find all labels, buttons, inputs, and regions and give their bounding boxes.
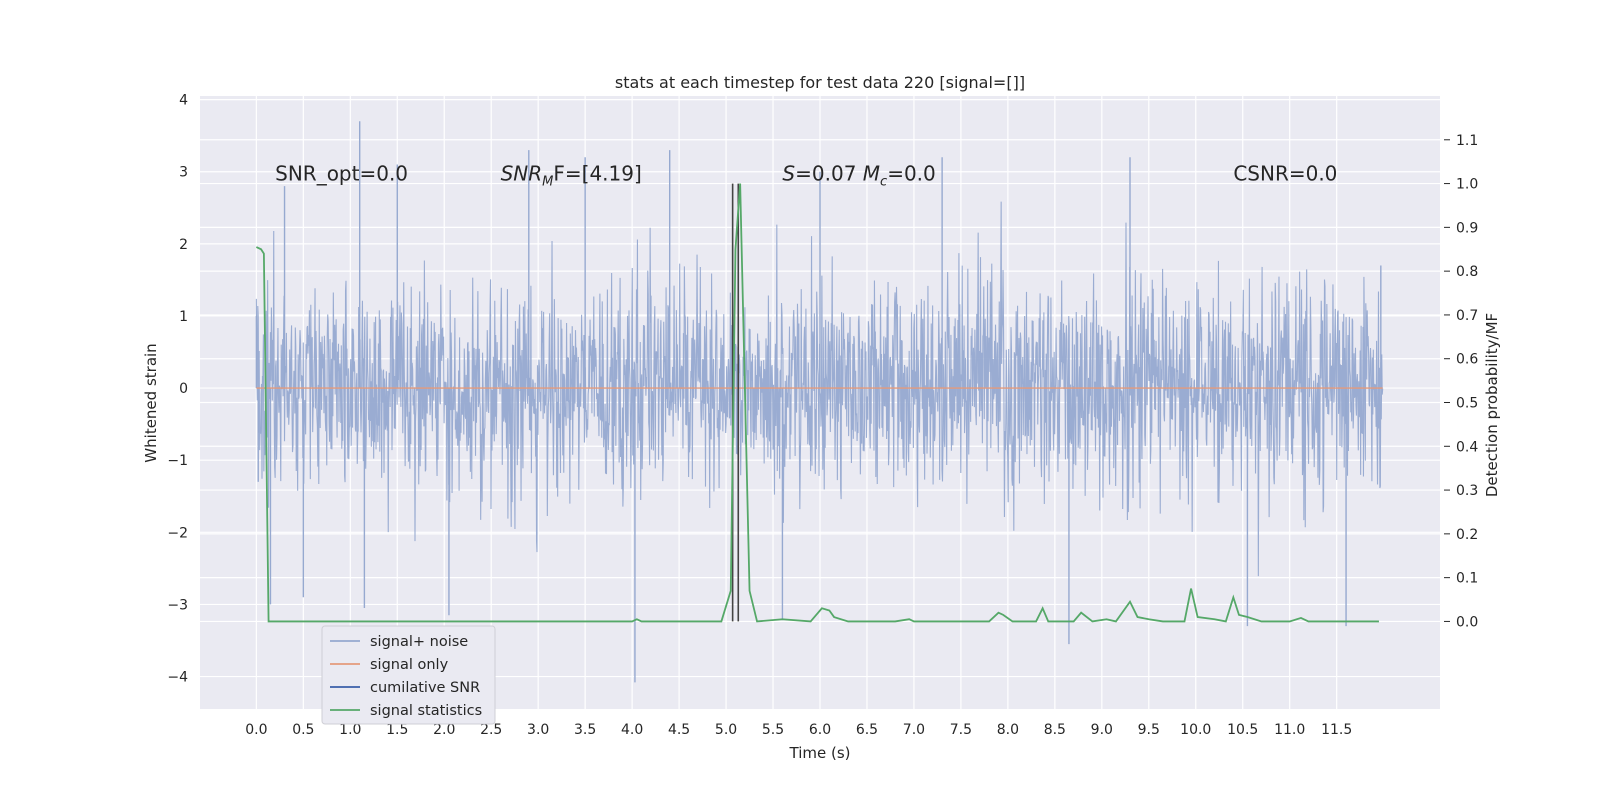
legend-label: signal+ noise — [370, 634, 468, 650]
x-tick-label: 10.0 — [1180, 722, 1211, 738]
x-tick-label: 7.0 — [903, 722, 925, 738]
x-tick-label: 3.5 — [574, 722, 596, 738]
stat-annotation: SNR_opt=0.0 — [275, 161, 408, 185]
series-layer — [255, 183, 1383, 623]
legend: signal+ noise signal only cumilative SNR si… — [321, 625, 496, 725]
x-tick-label: 5.5 — [762, 722, 784, 738]
x-tick-label: 8.5 — [1044, 722, 1066, 738]
y-right-tick-label: 1.0 — [1456, 177, 1478, 193]
y-tick-label: 1 — [179, 309, 188, 325]
y-tick-label: 2 — [179, 237, 188, 253]
y-right-tick-label: 1.1 — [1456, 133, 1478, 149]
x-tick-label: 9.0 — [1091, 722, 1113, 738]
x-tick-label: 7.5 — [950, 722, 972, 738]
x-tick-label: 2.0 — [433, 722, 455, 738]
x-tick-label: 3.0 — [527, 722, 549, 738]
y-right-tick-label: 0.3 — [1456, 483, 1478, 499]
y-tick-label: 4 — [179, 93, 188, 109]
x-tick-label: 11.0 — [1274, 722, 1305, 738]
x-tick-label: 4.5 — [668, 722, 690, 738]
y-right-tick-label: 0.7 — [1456, 308, 1478, 324]
annotations: SNR_opt=0.0 SNRMF=[4.19] S=0.07 Mc=0.0 CSNR… — [275, 161, 1337, 189]
y-tick-label: 0 — [179, 381, 188, 397]
y-tick-label: −2 — [167, 525, 188, 541]
x-tick-label: 4.0 — [621, 722, 643, 738]
x-tick-label: 6.0 — [809, 722, 831, 738]
x-tick-label: 10.5 — [1227, 722, 1258, 738]
y-right-tick-label: 0.8 — [1456, 264, 1478, 280]
x-tick-label: 8.0 — [997, 722, 1019, 738]
x-axis: 0.0 0.5 1.0 1.5 2.0 2.5 3.0 3.5 4.0 4.5 5.0 5.5 6.0 6… — [245, 722, 1352, 738]
y-right-tick-label: 0.1 — [1456, 571, 1478, 587]
y-right-tick-label: 0.5 — [1456, 396, 1478, 412]
x-tick-label: 5.0 — [715, 722, 737, 738]
y-right-tick-label: 0.2 — [1456, 527, 1478, 543]
y-axis-right: 1.1 1.0 0.9 0.8 0.7 0.6 0.5 0.4 0.3 0.2 0.1 0.0 — [1444, 133, 1478, 630]
legend-label: cumilative SNR — [370, 680, 480, 696]
y-axis-left: 4 3 2 1 0 −1 −2 −3 −4 — [167, 93, 188, 686]
stat-annotation: CSNR=0.0 — [1233, 161, 1337, 185]
x-axis-label: Time (s) — [789, 744, 851, 762]
x-tick-label: 11.5 — [1321, 722, 1352, 738]
chart-title: stats at each timestep for test data 220… — [615, 73, 1025, 92]
y-right-tick-label: 0.4 — [1456, 439, 1478, 455]
legend-label: signal only — [370, 657, 449, 673]
x-tick-label: 1.5 — [386, 722, 408, 738]
signal-noise-series — [255, 121, 1384, 683]
legend-label: signal statistics — [370, 703, 482, 719]
y-axis-right-label: Detection probability/MF — [1483, 313, 1501, 497]
stat-annotation: S=0.07 Mc=0.0 — [782, 161, 935, 189]
x-tick-label: 2.5 — [480, 722, 502, 738]
y-right-tick-label: 0.6 — [1456, 352, 1478, 368]
y-right-tick-label: 0.0 — [1456, 614, 1478, 630]
x-tick-label: 6.5 — [856, 722, 878, 738]
y-axis-label: Whitened strain — [142, 343, 160, 462]
x-tick-label: 9.5 — [1138, 722, 1160, 738]
y-right-tick-label: 0.9 — [1456, 220, 1478, 236]
y-tick-label: −4 — [167, 670, 188, 686]
y-tick-label: −3 — [167, 597, 188, 613]
x-tick-label: 1.0 — [339, 722, 361, 738]
signal-statistics-line — [255, 183, 1379, 623]
x-tick-label: 0.5 — [292, 722, 314, 738]
stat-annotation: SNRMF=[4.19] — [501, 161, 642, 189]
x-tick-label: 0.0 — [245, 722, 267, 738]
y-tick-label: 3 — [179, 165, 188, 181]
legend-box — [321, 625, 496, 725]
y-tick-label: −1 — [167, 453, 188, 469]
